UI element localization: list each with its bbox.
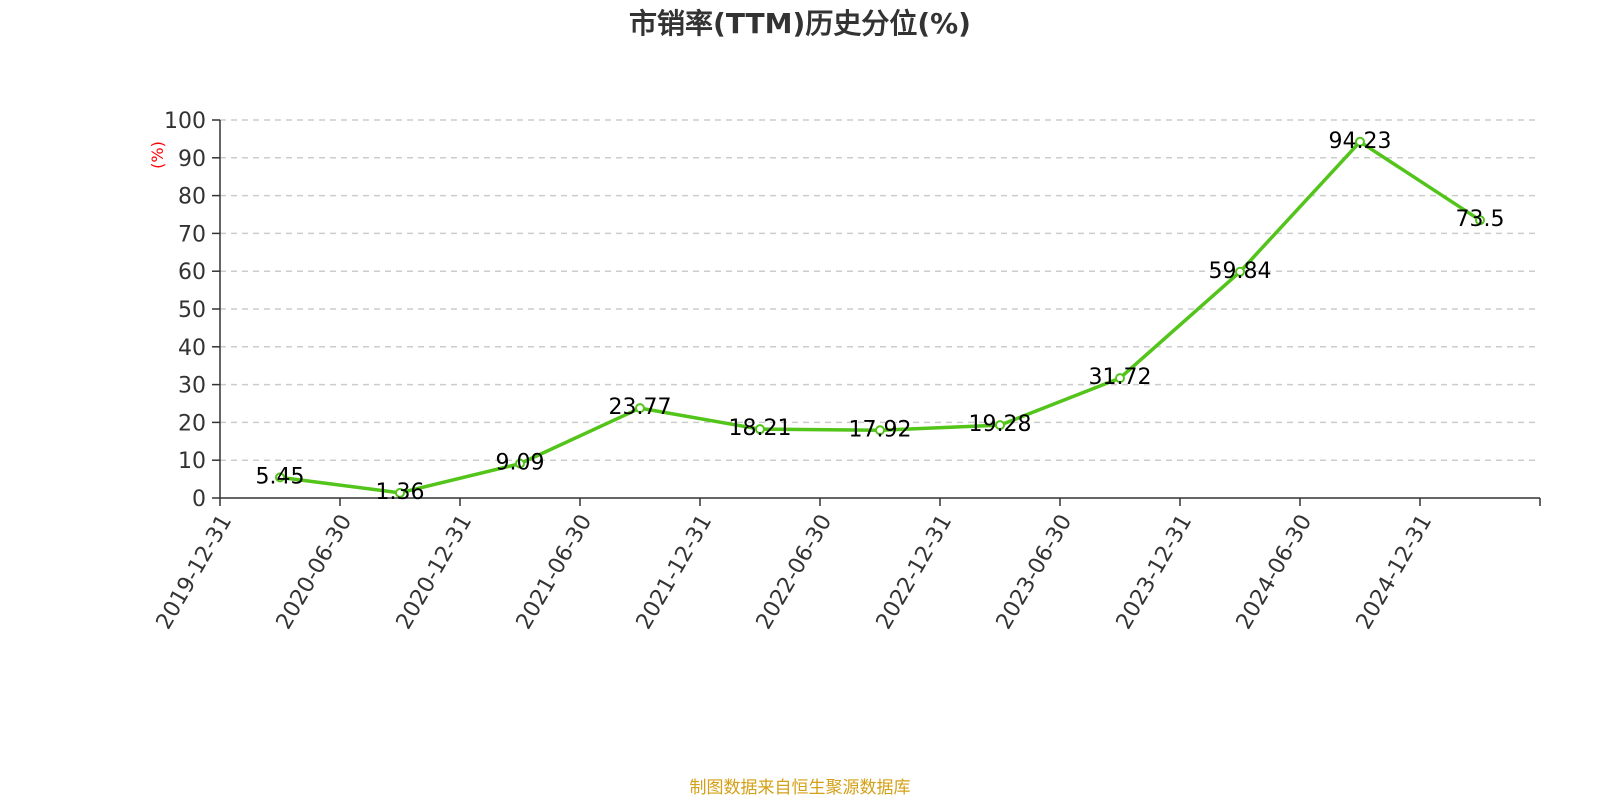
data-point <box>1235 266 1245 277</box>
data-point <box>1115 373 1125 384</box>
data-point <box>1475 215 1485 226</box>
x-tick-labels: 2019-12-31 2020-06-30 2020-12-31 2021-06-30… <box>152 511 1438 634</box>
axes <box>212 119 1541 506</box>
x-tick-label: 2024-12-31 <box>1352 511 1438 634</box>
y-tick-label: 50 <box>178 298 206 323</box>
data-label: 94.23 <box>1329 129 1392 154</box>
data-label: 1.36 <box>376 480 425 505</box>
x-tick-label: 2022-06-30 <box>752 511 838 634</box>
x-tick-label: 2024-06-30 <box>1232 511 1318 634</box>
data-label: 18.21 <box>729 416 792 441</box>
x-tick-label: 2021-06-30 <box>512 511 598 634</box>
data-points <box>275 136 1485 498</box>
y-tick-labels: 0 10 20 30 40 50 60 70 80 90 100 <box>164 109 206 512</box>
y-tick-label: 10 <box>178 449 206 474</box>
data-label: 5.45 <box>256 464 305 489</box>
line-chart: 0 10 20 30 40 50 60 70 80 90 100 2019-12-31 2020-06… <box>148 109 1541 634</box>
data-labels: 5.45 1.36 9.09 23.77 18.21 17.92 19.28 31.72 59.… <box>256 129 1505 505</box>
data-label: 31.72 <box>1089 365 1152 390</box>
data-point <box>635 403 645 414</box>
data-label: 9.09 <box>496 451 545 476</box>
y-tick-label: 30 <box>178 374 206 399</box>
x-tick-label: 2019-12-31 <box>152 511 238 634</box>
data-point <box>275 472 285 483</box>
data-point <box>995 420 1005 431</box>
x-tick-label: 2020-12-31 <box>392 511 478 634</box>
y-axis-unit-label: (%) <box>148 141 167 169</box>
x-tick-label: 2023-12-31 <box>1112 511 1198 634</box>
x-tick-label: 2021-12-31 <box>632 511 718 634</box>
y-tick-label: 40 <box>178 336 206 361</box>
x-tick-label: 2022-12-31 <box>872 511 958 634</box>
data-label: 73.5 <box>1456 207 1505 232</box>
x-tick-label: 2023-06-30 <box>992 511 1078 634</box>
data-source-note: 制图数据来自恒生聚源数据库 <box>689 778 911 798</box>
y-tick-label: 100 <box>164 109 206 134</box>
y-tick-label: 70 <box>178 222 206 247</box>
data-point <box>755 424 765 435</box>
data-point <box>515 458 525 469</box>
data-label: 59.84 <box>1209 259 1272 284</box>
y-tick-label: 90 <box>178 147 206 172</box>
data-point <box>395 487 405 498</box>
data-label: 23.77 <box>609 395 672 420</box>
data-label: 17.92 <box>849 417 912 442</box>
y-tick-label: 60 <box>178 260 206 285</box>
y-tick-label: 80 <box>178 185 206 210</box>
x-tick-label: 2020-06-30 <box>272 511 358 634</box>
data-label: 19.28 <box>969 412 1032 437</box>
data-point <box>875 425 885 436</box>
chart-title: 市销率(TTM)历史分位(%) <box>629 7 971 40</box>
y-tick-label: 0 <box>192 487 206 512</box>
gridlines <box>220 119 1540 461</box>
data-point <box>1355 136 1365 147</box>
y-tick-label: 20 <box>178 411 206 436</box>
